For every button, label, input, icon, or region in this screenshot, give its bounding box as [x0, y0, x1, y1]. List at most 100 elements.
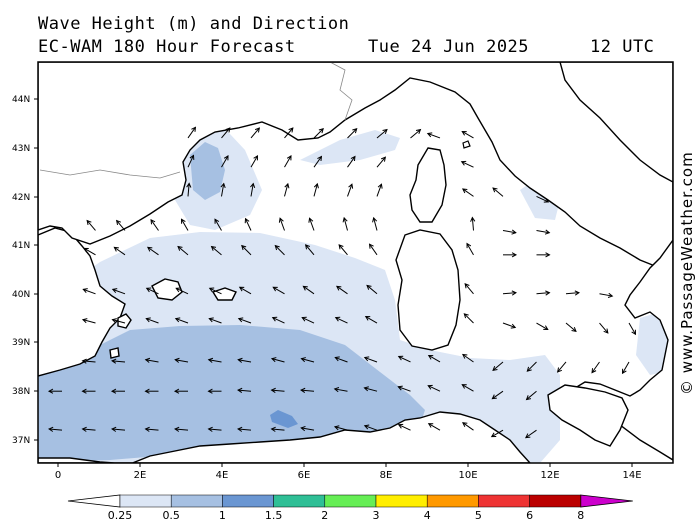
- wave-direction-arrow: [304, 244, 315, 256]
- wave-direction-arrow: [363, 386, 378, 392]
- chart-title: Wave Height (m) and Direction: [38, 14, 350, 34]
- wave-direction-arrow: [237, 426, 252, 432]
- wave-direction-arrow: [237, 317, 252, 324]
- wave-direction-arrow: [565, 290, 580, 296]
- lon-label: 14E: [622, 470, 641, 481]
- wave-direction-arrow: [300, 425, 315, 432]
- wave-direction-arrow: [174, 317, 189, 324]
- colorbar-label: 0.25: [108, 509, 133, 522]
- lon-label: 10E: [458, 470, 477, 481]
- wave-direction-arrow: [146, 246, 159, 256]
- wave-direction-arrow: [347, 183, 354, 197]
- colorbar-label: 1: [219, 509, 226, 522]
- wave-direction-arrow: [464, 283, 474, 295]
- wave-direction-arrow: [347, 128, 358, 139]
- wave-direction-arrow: [81, 358, 96, 364]
- wave-direction-arrow: [115, 219, 126, 231]
- map-area: [38, 62, 673, 463]
- wave-direction-arrow: [47, 388, 62, 394]
- wave-direction-arrow: [111, 288, 126, 295]
- wave-direction-arrow: [110, 388, 125, 394]
- wave-direction-arrow: [536, 229, 551, 235]
- wave-direction-arrow: [366, 284, 378, 295]
- lat-label: 39N: [12, 338, 30, 348]
- forecast-time: 12 UTC: [590, 37, 655, 57]
- colorbar-label: 8: [577, 509, 584, 522]
- wave-direction-arrow: [376, 128, 388, 139]
- wave-direction-arrow: [270, 387, 285, 393]
- wave-direction-arrow: [363, 356, 378, 363]
- wave-direction-arrow: [238, 286, 252, 295]
- wave-direction-arrow: [214, 218, 222, 231]
- forecast-label: EC-WAM 180 Hour Forecast: [38, 37, 296, 57]
- wave-direction-arrow: [621, 361, 630, 375]
- wave-direction-arrow: [313, 155, 323, 168]
- colorbar-swatch: [170, 494, 223, 508]
- landmass-mallorca: [151, 278, 183, 301]
- wave-direction-arrow: [591, 361, 600, 374]
- wave-direction-arrow: [177, 245, 189, 256]
- wave-direction-arrow: [237, 357, 252, 363]
- wave-zone-light: [520, 180, 560, 220]
- colorbar-swatch: [273, 494, 326, 508]
- wave-direction-arrow: [470, 216, 476, 231]
- wave-direction-arrow: [301, 316, 315, 324]
- lon-label: 6E: [298, 470, 311, 481]
- lat-label: 44N: [12, 95, 30, 105]
- wave-zone-medium: [190, 142, 225, 200]
- landmass-ibiza: [117, 313, 132, 329]
- wave-zone-peak: [270, 410, 298, 428]
- landmass-iberia: [38, 227, 126, 377]
- wave-direction-arrows: [47, 126, 637, 439]
- wave-direction-arrow: [536, 252, 551, 258]
- wave-direction-arrow: [180, 218, 189, 231]
- wave-direction-arrow: [536, 322, 549, 331]
- wave-direction-arrow: [426, 132, 441, 139]
- wave-zone-medium: [38, 325, 425, 462]
- wave-direction-arrow: [210, 245, 222, 256]
- coastline-france: [38, 62, 673, 273]
- wave-direction-arrow: [144, 426, 159, 432]
- wave-direction-arrow: [173, 388, 188, 394]
- wave-direction-arrow: [174, 426, 189, 432]
- lat-label: 41N: [12, 241, 30, 251]
- wave-direction-arrow: [83, 247, 96, 256]
- wave-direction-arrow: [492, 361, 504, 372]
- colorbar-label: 5: [475, 509, 482, 522]
- wave-direction-arrow: [111, 318, 126, 324]
- wave-direction-arrow: [491, 390, 504, 400]
- latitude-axis: 44N 43N 42N 41N 40N 39N 38N 37N: [12, 95, 38, 446]
- landmass-menorca: [211, 287, 237, 301]
- wave-direction-arrow: [250, 127, 261, 139]
- wave-direction-arrow: [466, 242, 474, 256]
- wave-direction-arrow: [427, 423, 441, 431]
- wave-direction-arrow: [284, 127, 294, 139]
- wave-direction-arrow: [461, 130, 474, 139]
- wave-direction-arrow: [526, 361, 537, 372]
- wave-direction-arrow: [144, 357, 159, 363]
- wave-direction-arrow: [302, 285, 315, 295]
- wave-direction-arrow: [490, 429, 504, 438]
- lon-label: 0: [55, 470, 61, 481]
- wave-direction-arrow: [427, 354, 441, 363]
- wave-direction-arrow: [338, 244, 348, 256]
- wave-direction-arrow: [599, 292, 614, 298]
- wave-direction-arrow: [81, 388, 96, 394]
- colorbar-swatch: [222, 494, 274, 508]
- lat-label: 42N: [12, 193, 30, 203]
- lat-label: 38N: [12, 387, 30, 397]
- lon-label: 8E: [380, 470, 393, 481]
- wave-direction-arrow: [536, 195, 550, 203]
- colorbar-swatch: [119, 494, 172, 508]
- wave-direction-arrow: [175, 287, 189, 295]
- landmass-sicily: [547, 384, 629, 447]
- wave-direction-arrow: [368, 243, 378, 256]
- wave-direction-arrow: [347, 155, 356, 168]
- lat-label: 43N: [12, 144, 30, 154]
- wave-direction-arrow: [221, 155, 229, 168]
- wave-direction-arrow: [376, 183, 383, 197]
- political-border: [39, 62, 353, 179]
- wave-direction-arrow: [313, 128, 324, 139]
- colorbar-label: 4: [424, 509, 431, 522]
- wave-direction-arrow: [333, 387, 348, 393]
